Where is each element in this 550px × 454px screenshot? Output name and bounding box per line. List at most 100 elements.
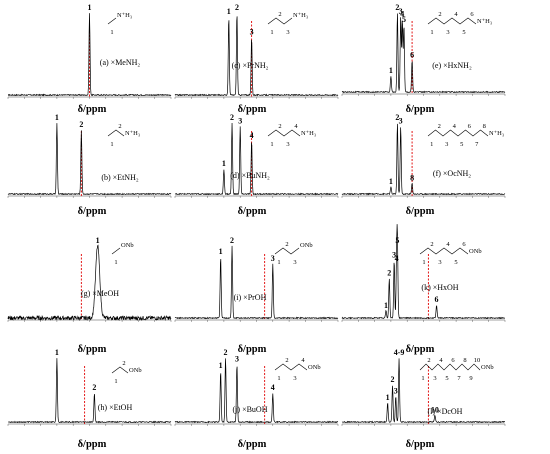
peak-label: 3 <box>399 7 403 16</box>
peak-label: 1 <box>55 113 59 122</box>
molecule-chain <box>267 129 301 137</box>
carbon-number: 10 <box>474 357 481 364</box>
panel-label: (j) ×BuOH <box>233 405 268 414</box>
carbon-number: 4 <box>294 123 298 130</box>
peak-label: 1 <box>219 361 223 370</box>
carbon-number: 2 <box>430 241 433 248</box>
carbon-number: 9 <box>469 375 472 382</box>
carbon-number: 5 <box>454 259 457 266</box>
panel-g: 1 (g) ×MeOH 1 ONb δ/ppm <box>7 236 172 355</box>
panel-label: (f) ×OcNH₂ <box>433 169 471 178</box>
carbon-number: 1 <box>422 259 425 266</box>
spectrum-line <box>174 358 339 424</box>
peak-label: 2 <box>230 113 234 122</box>
carbon-number: 1 <box>110 141 113 148</box>
molecule-label: N⁺H₃ <box>489 130 504 137</box>
spectrum-line <box>7 123 172 196</box>
peak-label: 2 <box>395 3 399 12</box>
carbon-number: 3 <box>446 29 449 36</box>
molecule-chain <box>107 17 117 25</box>
x-axis-label: δ/ppm <box>78 439 107 450</box>
x-axis-label: δ/ppm <box>406 344 435 355</box>
molecule-label: ONb <box>129 367 142 374</box>
peak-label: 1 <box>386 393 390 402</box>
carbon-number: 1 <box>277 375 280 382</box>
carbon-number: 8 <box>463 357 466 364</box>
peak-label: 3 <box>271 254 275 263</box>
peak-label: 10 <box>431 406 439 415</box>
peak-label: 4 <box>400 9 404 18</box>
carbon-number: 1 <box>270 141 273 148</box>
spectrum-line <box>174 245 339 320</box>
spectrum-line <box>341 123 506 196</box>
carbon-number: 7 <box>457 375 461 382</box>
panel-h: 1 2 (h) ×EtOH 1 2 ONb δ/ppm <box>7 348 172 450</box>
x-axis-label: δ/ppm <box>238 344 267 355</box>
peak-label: 3 <box>392 250 396 259</box>
x-axis-label: δ/ppm <box>406 439 435 450</box>
panel-label: (a) ×MeNH₂ <box>100 58 141 67</box>
carbon-number: 7 <box>475 141 479 148</box>
x-axis-label: δ/ppm <box>406 104 435 115</box>
carbon-number: 3 <box>286 29 289 36</box>
molecule-label: ONb <box>121 242 134 249</box>
carbon-number: 2 <box>278 11 281 18</box>
molecule-label: ONb <box>300 242 313 249</box>
x-axis-label: δ/ppm <box>406 206 435 217</box>
carbon-number: 2 <box>285 357 288 364</box>
panel-b: 1 2 (b) ×EtNH₂ 1 2 N⁺H₃ δ/ppm <box>7 113 172 217</box>
peak-label: 3 <box>394 386 398 395</box>
molecule-label: N⁺H₃ <box>125 130 140 137</box>
spectrum-line <box>341 224 506 320</box>
peak-label: 4 <box>250 131 254 140</box>
carbon-number: 1 <box>114 378 117 385</box>
peak-label: 6 <box>410 50 414 59</box>
peak-label: 8 <box>410 173 414 182</box>
peak-label: 2 <box>224 348 228 357</box>
molecule-chain <box>267 17 293 25</box>
carbon-number: 4 <box>439 357 443 364</box>
peak-label: 2 <box>395 113 399 122</box>
peak-label: 1 <box>88 3 92 12</box>
carbon-number: 1 <box>114 259 117 266</box>
panel-label: (k) ×HxOH <box>421 283 458 292</box>
molecule-label: N⁺H₃ <box>477 18 492 25</box>
peak-label: 2 <box>387 268 391 277</box>
spectrum-line <box>174 16 339 97</box>
peak-label: 1 <box>384 301 388 310</box>
peak-label: 2 <box>230 236 234 245</box>
carbon-number: 5 <box>460 141 463 148</box>
peak-label: 3 <box>238 117 242 126</box>
molecule-chain <box>419 363 481 371</box>
panel-label: (h) ×EtOH <box>98 403 133 412</box>
carbon-number: 1 <box>277 259 280 266</box>
spectrum-line <box>7 13 172 97</box>
carbon-number: 3 <box>433 375 436 382</box>
x-axis-label: δ/ppm <box>238 104 267 115</box>
carbon-number: 4 <box>301 357 305 364</box>
carbon-number: 2 <box>278 123 281 130</box>
panel-a: 1 (a) ×MeNH₂ 1 N⁺H₃ δ/ppm <box>7 3 172 115</box>
molecule-label: ONb <box>481 364 494 371</box>
peak-label: 1 <box>219 247 223 256</box>
peak-label: 4-9 <box>394 348 405 357</box>
x-axis-label: δ/ppm <box>78 104 107 115</box>
peak-label: 1 <box>222 159 226 168</box>
x-axis-label: δ/ppm <box>238 439 267 450</box>
peak-label: 1 <box>96 236 100 245</box>
carbon-number: 6 <box>470 11 474 18</box>
molecule-chain <box>427 129 489 137</box>
carbon-number: 5 <box>445 375 448 382</box>
molecule-label: N⁺H₃ <box>293 12 308 19</box>
carbon-number: 1 <box>430 141 433 148</box>
carbon-number: 2 <box>438 11 441 18</box>
carbon-number: 1 <box>430 29 433 36</box>
peak-label: 1 <box>389 177 393 186</box>
peak-label: 5 <box>402 15 406 24</box>
